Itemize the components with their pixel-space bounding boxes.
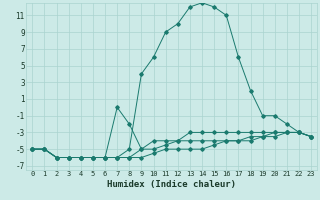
X-axis label: Humidex (Indice chaleur): Humidex (Indice chaleur) <box>107 180 236 189</box>
